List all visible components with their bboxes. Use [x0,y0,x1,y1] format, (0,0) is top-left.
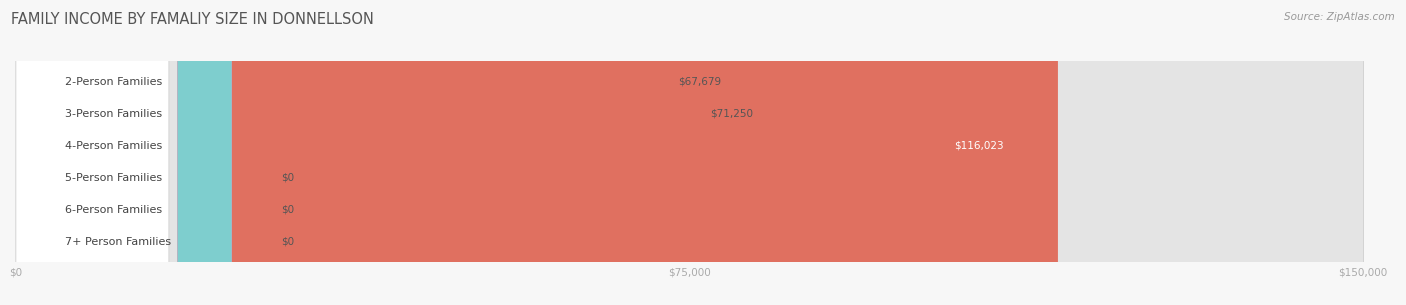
FancyBboxPatch shape [15,0,169,305]
Text: FAMILY INCOME BY FAMALIY SIZE IN DONNELLSON: FAMILY INCOME BY FAMALIY SIZE IN DONNELL… [11,12,374,27]
Text: $0: $0 [281,205,294,215]
FancyBboxPatch shape [177,0,232,305]
FancyBboxPatch shape [15,0,1362,305]
FancyBboxPatch shape [15,0,1362,305]
FancyBboxPatch shape [15,0,169,305]
FancyBboxPatch shape [15,0,1362,305]
Text: Source: ZipAtlas.com: Source: ZipAtlas.com [1284,12,1395,22]
Text: 7+ Person Families: 7+ Person Families [66,237,172,246]
FancyBboxPatch shape [177,0,1057,305]
FancyBboxPatch shape [177,0,232,305]
Text: $67,679: $67,679 [678,77,721,87]
Text: $0: $0 [281,173,294,183]
Text: 5-Person Families: 5-Person Families [66,173,163,183]
Text: 3-Person Families: 3-Person Families [66,109,163,119]
FancyBboxPatch shape [15,0,169,305]
FancyBboxPatch shape [15,0,1362,305]
FancyBboxPatch shape [15,0,169,305]
FancyBboxPatch shape [177,0,624,305]
FancyBboxPatch shape [15,0,1362,305]
Text: 6-Person Families: 6-Person Families [66,205,163,215]
Text: 4-Person Families: 4-Person Families [66,141,163,151]
Text: 2-Person Families: 2-Person Families [66,77,163,87]
FancyBboxPatch shape [177,0,232,305]
FancyBboxPatch shape [15,0,169,305]
FancyBboxPatch shape [177,0,655,305]
Text: $0: $0 [281,237,294,246]
FancyBboxPatch shape [15,0,1362,305]
FancyBboxPatch shape [15,0,169,305]
Text: $116,023: $116,023 [955,141,1004,151]
Text: $71,250: $71,250 [710,109,752,119]
